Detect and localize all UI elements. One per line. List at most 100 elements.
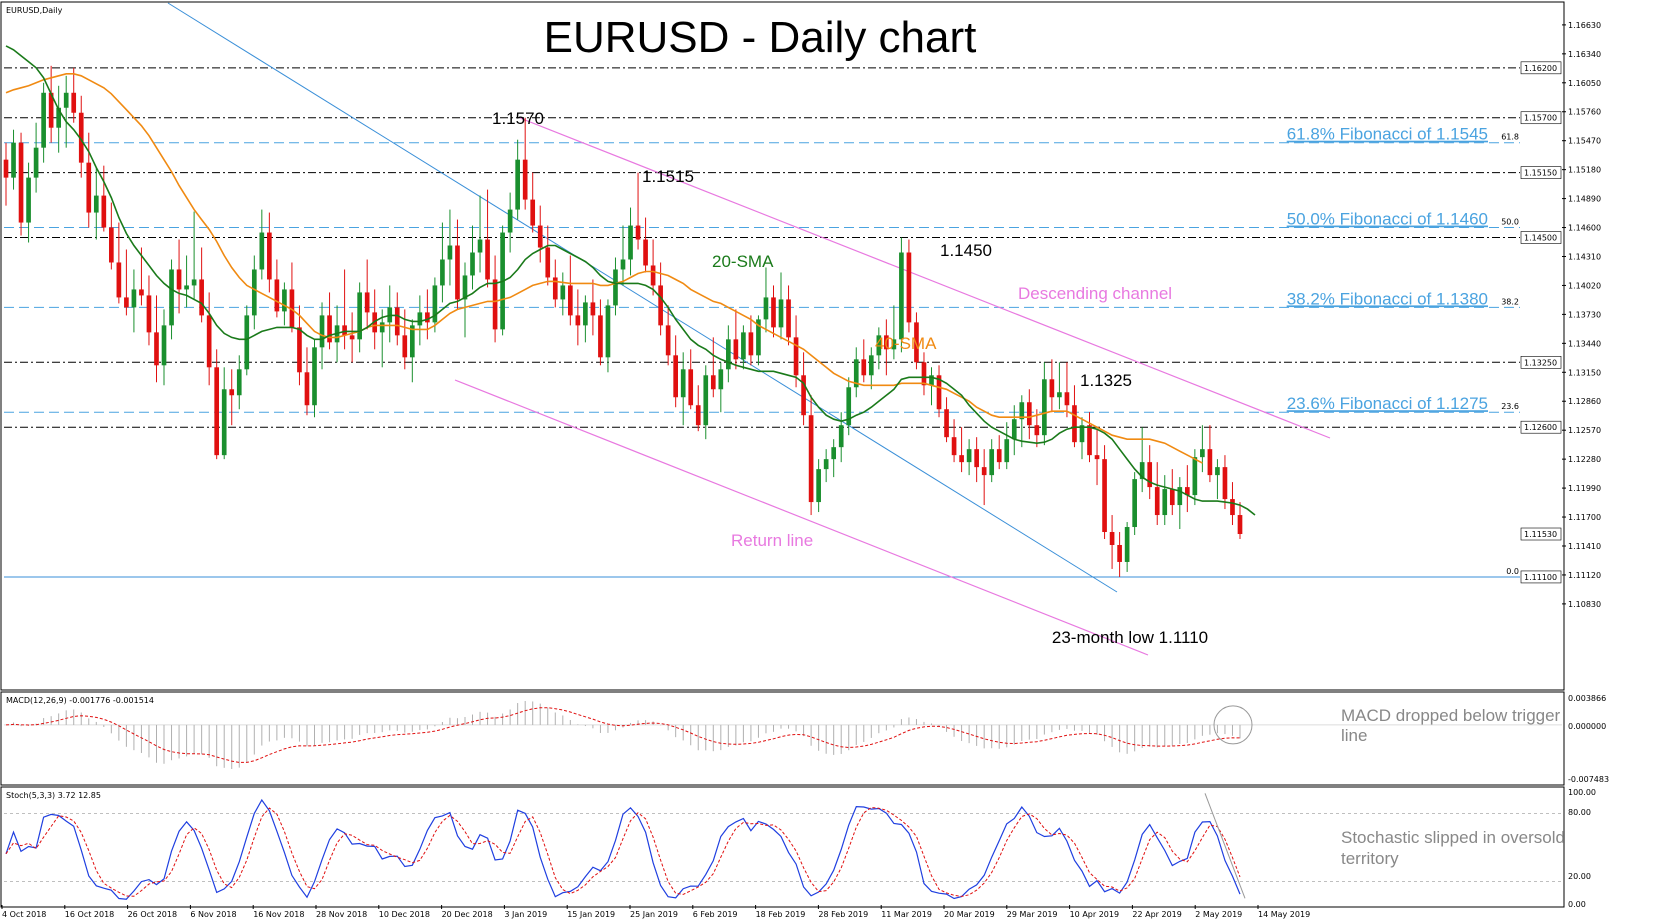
candle-body xyxy=(312,347,317,406)
candle-body xyxy=(1192,457,1198,496)
date-tick-label: 20 Dec 2018 xyxy=(442,910,493,919)
candle-body xyxy=(259,232,265,270)
date-tick-label: 6 Feb 2019 xyxy=(693,910,738,919)
candle-body xyxy=(605,305,611,358)
stoch-tick-80: 80.00 xyxy=(1568,808,1591,817)
sma40-label: 40-SMA xyxy=(875,334,937,353)
candle-body xyxy=(906,252,912,323)
candle-body xyxy=(1222,467,1228,500)
stoch-tick-20: 20.00 xyxy=(1568,872,1591,881)
candle-body xyxy=(537,225,543,248)
chart-title: EURUSD - Daily chart xyxy=(544,13,977,62)
candle-body xyxy=(868,355,874,376)
level-price-text: 1.12600 xyxy=(1524,423,1557,432)
stoch-tick-100: 100.00 xyxy=(1568,788,1596,797)
level-price-text: 1.14500 xyxy=(1524,234,1557,243)
candle-body xyxy=(756,319,761,356)
candle-body xyxy=(1004,439,1010,463)
price-tick-label: 1.13730 xyxy=(1568,310,1601,319)
candle-body xyxy=(1011,419,1017,440)
macd-layer xyxy=(4,700,1562,770)
macd-tick-zero: 0.000000 xyxy=(1568,722,1606,731)
price-tick-label: 1.13150 xyxy=(1568,368,1601,377)
macd-signal-line xyxy=(5,707,1241,763)
date-tick-label: 14 May 2019 xyxy=(1258,910,1310,919)
price-tick-label: 1.13440 xyxy=(1568,339,1601,348)
fibonacci-tag: 23.6 xyxy=(1501,402,1519,411)
candle-body xyxy=(1162,489,1168,516)
candle-body xyxy=(816,469,821,503)
candle-body xyxy=(282,289,287,312)
candle-body xyxy=(515,159,520,210)
price-tick-label: 1.15760 xyxy=(1568,108,1601,117)
candle-body xyxy=(748,332,754,356)
candle-body xyxy=(11,142,16,178)
price-tick-label: 1.11990 xyxy=(1568,484,1601,493)
candle-body xyxy=(726,339,731,370)
candle-body xyxy=(1042,379,1047,436)
level-price-box xyxy=(1520,570,1562,584)
peak-label-3: 1.1450 xyxy=(940,241,992,260)
date-tick-label: 15 Jan 2019 xyxy=(567,910,615,919)
candle-body xyxy=(665,325,671,356)
candle-body xyxy=(402,335,408,358)
candle-body xyxy=(884,335,889,350)
date-tick-label: 28 Nov 2018 xyxy=(316,910,367,919)
candle-body xyxy=(462,275,468,300)
macd-tick-top: 0.003866 xyxy=(1568,694,1606,703)
price-tick-label: 1.16340 xyxy=(1568,50,1601,59)
price-tick-label: 1.11410 xyxy=(1568,542,1601,551)
candle-body xyxy=(688,369,694,406)
candle-body xyxy=(801,375,806,416)
candle-body xyxy=(733,339,739,360)
channel-return-line xyxy=(454,379,1149,656)
price-tick-label: 1.12570 xyxy=(1568,426,1601,435)
candle-body xyxy=(364,292,370,313)
candle-body xyxy=(1094,455,1100,460)
macd-tick-bottom: -0.007483 xyxy=(1568,775,1609,784)
candle-body xyxy=(1079,425,1085,443)
current-price-box xyxy=(1520,527,1562,541)
date-tick-label: 11 Mar 2019 xyxy=(881,910,932,919)
candle-body xyxy=(695,405,701,426)
level-price-box xyxy=(1520,61,1562,75)
panel-frames xyxy=(0,1,1565,908)
candle-body xyxy=(161,325,167,366)
candle-body xyxy=(710,375,716,390)
macd-note-line1: MACD dropped below trigger xyxy=(1341,706,1561,725)
candle-body xyxy=(1102,459,1107,533)
price-tick-label: 1.16630 xyxy=(1568,21,1601,30)
sma40-line xyxy=(5,73,1203,464)
candle-body xyxy=(522,159,528,200)
candle-body xyxy=(244,315,250,370)
low-label: 23-month low 1.1110 xyxy=(1052,628,1208,647)
candle-body xyxy=(1215,467,1220,476)
candle-body xyxy=(650,265,656,286)
candle-body xyxy=(831,447,837,460)
stoch-label: Stoch(5,3,3) 3.72 12.85 xyxy=(6,791,101,800)
level-price-box xyxy=(1520,420,1562,434)
candle-body xyxy=(184,285,189,290)
candle-body xyxy=(1139,462,1145,480)
price-tick-label: 1.15180 xyxy=(1568,166,1601,175)
date-tick-label: 16 Oct 2018 xyxy=(65,910,114,919)
return-line-label: Return line xyxy=(731,531,813,550)
stoch-tick-0: 0.00 xyxy=(1568,900,1586,909)
candle-body xyxy=(3,159,9,178)
candle-body xyxy=(899,252,904,340)
candle-body xyxy=(176,269,182,290)
candle-body xyxy=(109,227,114,263)
peak-label-2: 1.1515 xyxy=(642,167,694,186)
candle-body xyxy=(575,315,581,326)
level-price-box xyxy=(1520,166,1562,179)
candle-body xyxy=(876,335,882,356)
candle-body xyxy=(1200,449,1205,458)
candle-body xyxy=(966,449,972,463)
fibonacci-tag: 61.8 xyxy=(1501,133,1519,142)
date-tick-label: 10 Dec 2018 xyxy=(379,910,430,919)
price-tick-label: 1.12860 xyxy=(1568,397,1601,406)
long-trendline xyxy=(167,2,1118,593)
price-tick-label: 1.12280 xyxy=(1568,455,1601,464)
candle-body xyxy=(470,252,475,276)
candle-body xyxy=(771,297,776,328)
